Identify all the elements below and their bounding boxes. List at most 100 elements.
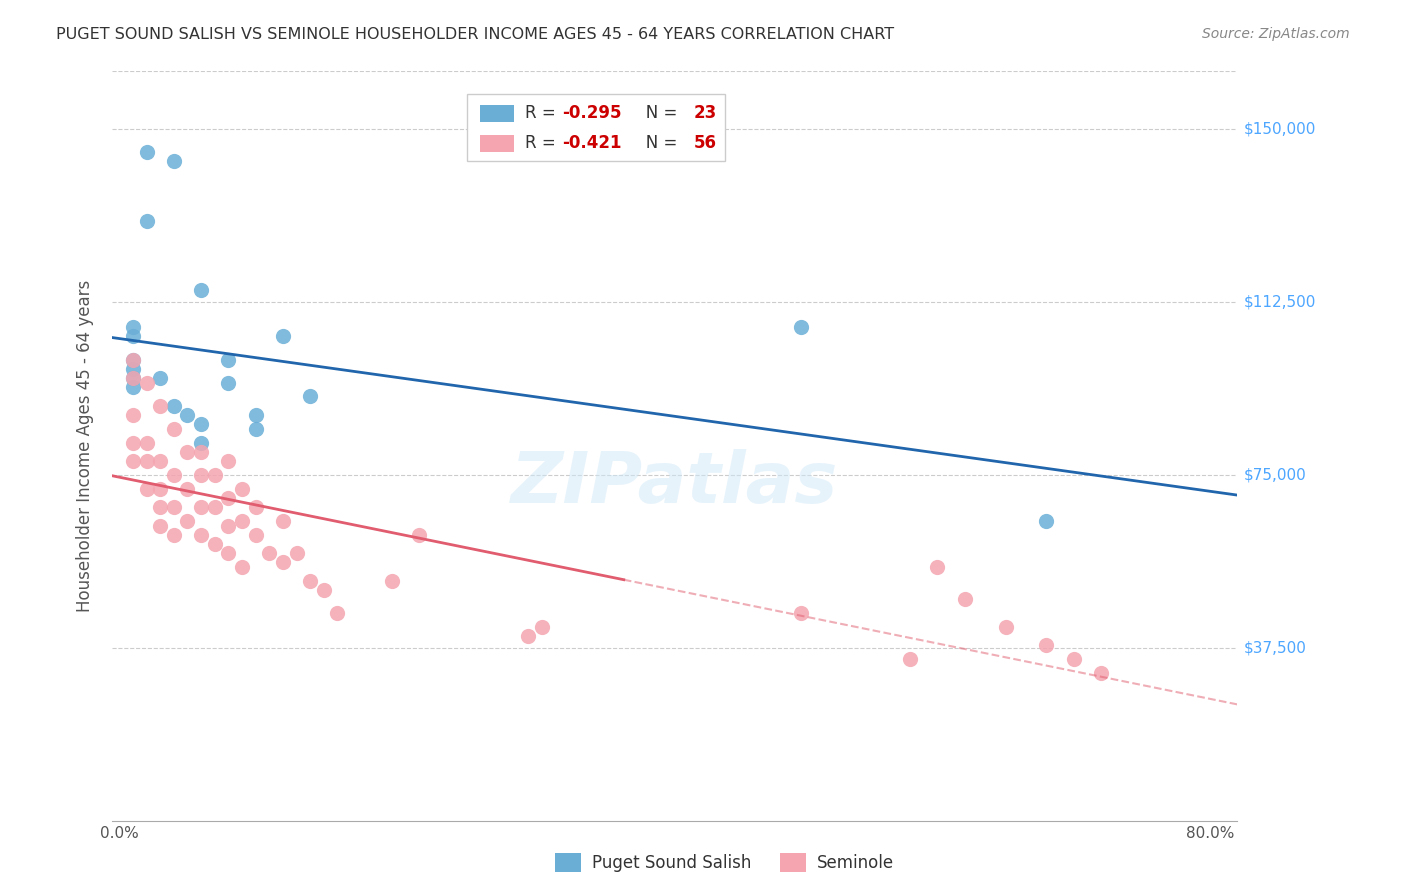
Text: -0.295: -0.295 — [562, 104, 621, 122]
Point — [530, 620, 553, 634]
Point — [1063, 652, 1085, 666]
Point — [135, 214, 157, 228]
FancyBboxPatch shape — [481, 105, 515, 121]
Point — [231, 482, 253, 496]
Point — [135, 376, 157, 390]
Point — [898, 652, 921, 666]
Point — [122, 352, 145, 367]
Point — [204, 467, 226, 482]
Point — [163, 154, 186, 169]
Point — [217, 454, 239, 468]
Point — [271, 514, 294, 528]
Point — [231, 560, 253, 574]
Point — [122, 320, 145, 334]
Point — [176, 408, 198, 422]
Point — [245, 422, 267, 436]
Point — [517, 629, 540, 643]
Text: $75,000: $75,000 — [1244, 467, 1306, 483]
Point — [122, 352, 145, 367]
Bar — [780, 853, 806, 872]
Point — [1035, 514, 1057, 528]
Point — [190, 528, 212, 542]
Point — [204, 500, 226, 514]
Text: PUGET SOUND SALISH VS SEMINOLE HOUSEHOLDER INCOME AGES 45 - 64 YEARS CORRELATION: PUGET SOUND SALISH VS SEMINOLE HOUSEHOLD… — [56, 27, 894, 42]
Point — [190, 417, 212, 431]
Point — [122, 361, 145, 376]
Point — [245, 528, 267, 542]
Point — [190, 444, 212, 458]
Point — [217, 546, 239, 560]
Point — [790, 606, 813, 620]
Point — [163, 500, 186, 514]
Point — [122, 371, 145, 385]
Point — [1035, 639, 1057, 653]
Point — [299, 574, 322, 588]
Point — [149, 482, 172, 496]
Point — [231, 514, 253, 528]
Point — [204, 537, 226, 551]
Text: R =: R = — [526, 135, 561, 153]
Point — [135, 145, 157, 159]
Text: 56: 56 — [695, 135, 717, 153]
Point — [122, 454, 145, 468]
Point — [176, 514, 198, 528]
Text: ZIPatlas: ZIPatlas — [512, 449, 838, 518]
Text: Seminole: Seminole — [817, 854, 894, 871]
Point — [163, 528, 186, 542]
Y-axis label: Householder Income Ages 45 - 64 years: Householder Income Ages 45 - 64 years — [76, 280, 94, 612]
Text: $150,000: $150,000 — [1244, 121, 1316, 136]
Point — [408, 528, 430, 542]
Point — [245, 408, 267, 422]
Point — [149, 518, 172, 533]
Point — [149, 454, 172, 468]
Text: N =: N = — [630, 135, 682, 153]
Bar — [555, 853, 581, 872]
Point — [122, 435, 145, 450]
Point — [149, 371, 172, 385]
Point — [326, 606, 349, 620]
Point — [149, 399, 172, 413]
Point — [149, 500, 172, 514]
Point — [176, 482, 198, 496]
Text: -0.421: -0.421 — [562, 135, 621, 153]
Text: $112,500: $112,500 — [1244, 294, 1316, 310]
Point — [163, 399, 186, 413]
Point — [176, 444, 198, 458]
Text: $37,500: $37,500 — [1244, 640, 1308, 656]
Text: Puget Sound Salish: Puget Sound Salish — [592, 854, 751, 871]
Point — [163, 467, 186, 482]
Point — [163, 422, 186, 436]
Text: 23: 23 — [695, 104, 717, 122]
Point — [190, 435, 212, 450]
Point — [381, 574, 404, 588]
Point — [217, 352, 239, 367]
Point — [217, 518, 239, 533]
Point — [135, 454, 157, 468]
Point — [271, 556, 294, 570]
FancyBboxPatch shape — [481, 135, 515, 152]
Point — [994, 620, 1017, 634]
Point — [299, 389, 322, 403]
Point — [285, 546, 308, 560]
Point — [190, 500, 212, 514]
Point — [927, 560, 949, 574]
Text: N =: N = — [630, 104, 682, 122]
Point — [790, 320, 813, 334]
Point — [135, 435, 157, 450]
Point — [1090, 666, 1112, 681]
Point — [312, 583, 335, 598]
Point — [135, 482, 157, 496]
FancyBboxPatch shape — [467, 94, 725, 161]
Point — [217, 376, 239, 390]
Point — [217, 491, 239, 505]
Text: R =: R = — [526, 104, 561, 122]
Text: Source: ZipAtlas.com: Source: ZipAtlas.com — [1202, 27, 1350, 41]
Point — [122, 329, 145, 343]
Point — [271, 329, 294, 343]
Point — [953, 592, 976, 607]
Point — [122, 371, 145, 385]
Point — [190, 467, 212, 482]
Point — [190, 284, 212, 298]
Point — [122, 408, 145, 422]
Point — [122, 380, 145, 394]
